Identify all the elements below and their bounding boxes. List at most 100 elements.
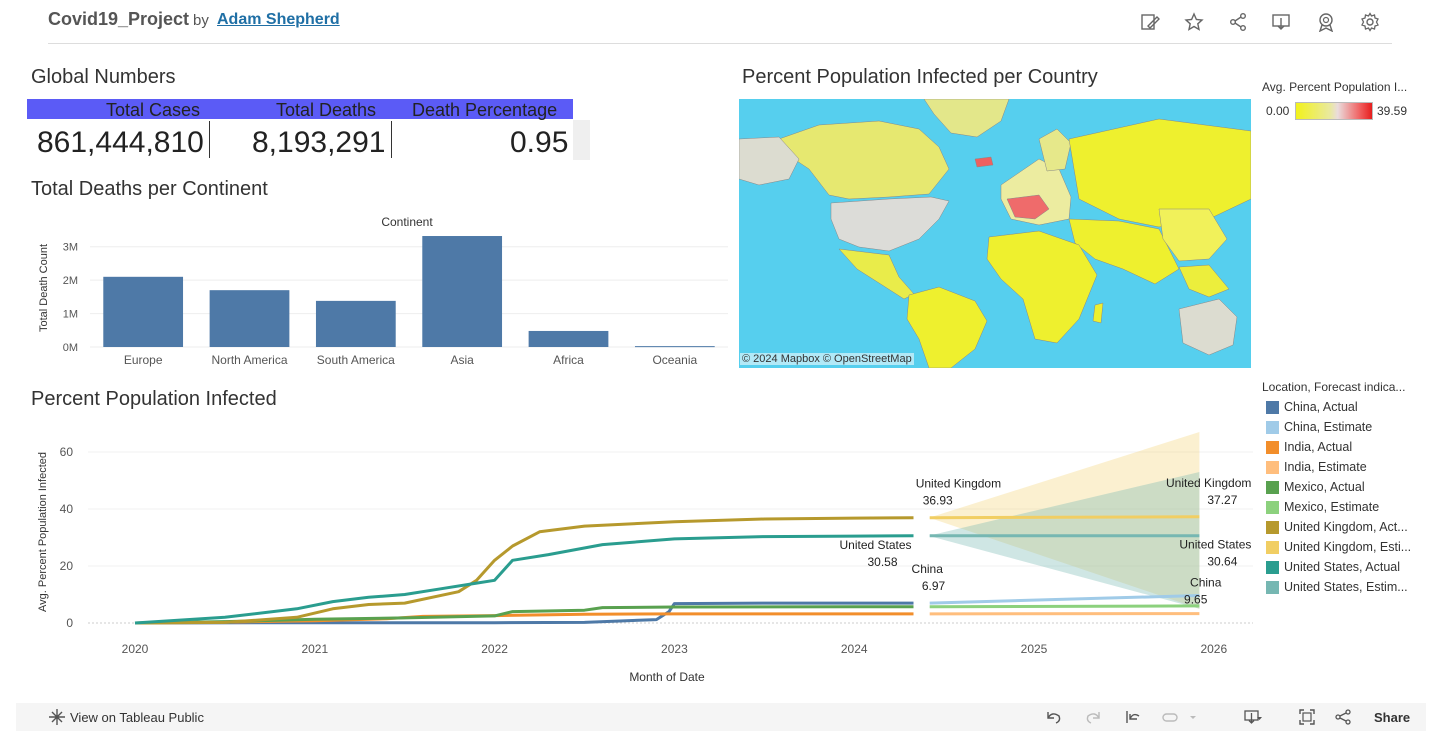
map-legend-min: 0.00 (1266, 104, 1290, 118)
bar-y-tick-label: 1M (63, 309, 78, 321)
alaska-shape (739, 136, 800, 186)
legend-label: United States, Estim... (1284, 580, 1408, 594)
total-deaths-value: 8,193,291 (252, 126, 386, 159)
bar-category-label: Europe (124, 353, 163, 367)
author-link[interactable]: Adam Shepherd (217, 11, 340, 28)
annotation-label: United States (839, 538, 911, 552)
share-footer-icon[interactable] (1334, 708, 1352, 726)
map-legend-max: 39.59 (1377, 104, 1408, 118)
greenland-shape (923, 99, 1010, 138)
line-y-tick-label: 20 (60, 559, 74, 573)
table-selection-cell (573, 120, 590, 160)
badge-icon[interactable] (1316, 12, 1336, 33)
bar-chart-ylabel: Total Death Count (38, 244, 50, 332)
bar-category-label: Oceania (652, 353, 697, 367)
legend-swatch (1266, 521, 1279, 534)
bar-europe[interactable] (103, 276, 184, 347)
series-line-mexico-actual[interactable] (134, 605, 914, 625)
series-line-mexico-estimate[interactable] (929, 604, 1200, 609)
ppi-line-chart[interactable]: Avg. Percent Population Infected Month o… (28, 420, 1258, 690)
bar-oceania[interactable] (634, 346, 715, 348)
ppi-title: Percent Population Infected (31, 388, 277, 410)
mexico-central-america-shape (838, 248, 915, 300)
bar-y-tick-label: 2M (63, 275, 78, 287)
line-y-tick-label: 0 (66, 616, 73, 630)
chevron-down-icon[interactable] (1184, 708, 1202, 726)
legend-swatch (1266, 541, 1279, 554)
legend-label: United Kingdom, Esti... (1284, 540, 1412, 554)
footer-toolbar: View on Tableau Public Share (16, 703, 1426, 731)
forecast-band-united-kingdom-estimate (929, 432, 1200, 609)
line-x-tick-label: 2025 (1021, 642, 1048, 656)
header-divider (48, 43, 1392, 44)
south-america-shape (906, 286, 988, 368)
usa-shape (830, 196, 950, 252)
series-line-united-kingdom-actual[interactable] (134, 516, 914, 625)
annotation-label: United Kingdom (1166, 476, 1251, 490)
line-x-tick-label: 2026 (1200, 642, 1227, 656)
workbook-title: Covid19_Project (48, 9, 190, 29)
line-y-tick-label: 40 (60, 502, 74, 516)
redo-icon[interactable] (1085, 708, 1103, 726)
deaths-bar-chart[interactable]: Continent Total Death Count 0M 1M 2M 3M Euro… (28, 208, 733, 373)
global-numbers-title: Global Numbers (31, 66, 176, 88)
revert-icon[interactable] (1124, 708, 1142, 726)
share-icon[interactable] (1228, 12, 1248, 32)
map-legend-title: Avg. Percent Population I... (1262, 80, 1408, 94)
bar-category-label: North America (211, 353, 287, 367)
legend-swatch (1266, 401, 1279, 414)
legend-swatch (1266, 421, 1279, 434)
series-line-china-estimate[interactable] (929, 594, 1200, 605)
annotation-value: 36.93 (923, 494, 953, 508)
legend-swatch (1266, 461, 1279, 474)
line-x-tick-label: 2023 (661, 642, 688, 656)
line-x-tick-label: 2020 (122, 642, 149, 656)
annotation-label: China (912, 562, 944, 576)
download-menu-icon[interactable] (1244, 708, 1262, 726)
pause-icon[interactable] (1161, 708, 1179, 726)
fullscreen-icon[interactable] (1298, 708, 1316, 726)
bar-africa[interactable] (528, 330, 609, 347)
australia-shape (1178, 298, 1238, 356)
tableau-logo-icon (48, 708, 66, 726)
bar-north-america[interactable] (209, 290, 290, 347)
western-europe-hotspot (1006, 194, 1050, 220)
annotation-label: United States (1179, 538, 1251, 552)
view-on-tableau-public-link[interactable]: View on Tableau Public (70, 710, 204, 725)
bar-asia[interactable] (422, 236, 503, 347)
series-line-china-actual[interactable] (134, 601, 914, 625)
legend-label: United Kingdom, Act... (1284, 520, 1408, 534)
edit-icon[interactable] (1140, 12, 1160, 32)
bar-chart-title: Continent (381, 215, 433, 229)
east-asia-shape (1158, 208, 1228, 262)
total-cases-header: Total Cases (106, 100, 201, 120)
scandinavia-shape (1038, 128, 1072, 172)
legend-label: United States, Actual (1284, 560, 1401, 574)
bar-south-america[interactable] (315, 300, 396, 347)
series-line-united-states-actual[interactable] (134, 534, 914, 625)
line-y-tick-label: 60 (60, 445, 74, 459)
line-chart-xlabel: Month of Date (629, 670, 705, 684)
forecast-band-united-states-estimate (929, 471, 1200, 609)
map-attribution[interactable]: © 2024 Mapbox © OpenStreetMap (740, 353, 914, 365)
legend-label: India, Estimate (1284, 460, 1367, 474)
bar-y-tick-label: 0M (63, 342, 78, 354)
undo-icon[interactable] (1044, 708, 1062, 726)
gear-icon[interactable] (1360, 12, 1380, 32)
annotation-value: 30.64 (1207, 555, 1237, 569)
share-button[interactable]: Share (1374, 710, 1411, 725)
line-x-tick-label: 2021 (301, 642, 328, 656)
choropleth-map[interactable] (739, 99, 1251, 368)
global-numbers-header-band (27, 99, 573, 119)
legend-swatch (1266, 561, 1279, 574)
star-icon[interactable] (1184, 12, 1204, 32)
total-deaths-header: Total Deaths (276, 100, 377, 120)
legend-label: China, Estimate (1284, 420, 1373, 434)
column-separator (391, 121, 392, 158)
download-icon[interactable] (1271, 12, 1291, 32)
legend-label: China, Actual (1284, 400, 1358, 414)
annotation-value: 37.27 (1207, 493, 1237, 507)
annotation-value: 6.97 (922, 579, 946, 593)
madagascar-shape (1092, 302, 1104, 324)
series-line-united-kingdom-estimate[interactable] (929, 515, 1200, 520)
